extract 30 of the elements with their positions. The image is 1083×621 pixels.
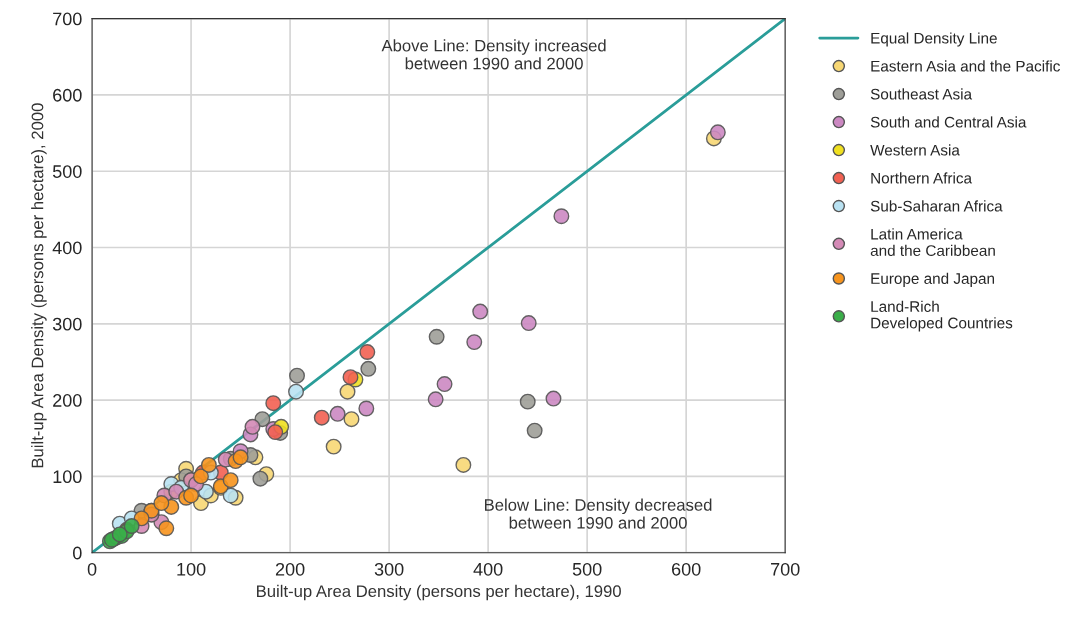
legend-label: Sub-Saharan Africa — [870, 200, 1003, 212]
legend-label: Latin America and the Caribbean — [870, 228, 995, 256]
legend-label: Eastern Asia and the Pacific — [871, 60, 1060, 72]
y-tick-label: 400 — [52, 241, 82, 255]
x-tick-label: 600 — [672, 562, 701, 576]
annotation: Below Line: Density decreased between 1990 and 2000 — [484, 498, 712, 529]
annotation: Above Line: Density increased between 1990 and 2000 — [381, 39, 606, 70]
legend-label: Europe and Japan — [871, 272, 995, 288]
legend-label: Southeast Asia — [870, 88, 973, 100]
y-tick-label: 100 — [53, 470, 82, 484]
x-tick-label: 300 — [374, 562, 404, 576]
legend-label: South and Central Asia — [870, 116, 1027, 128]
x-tick-label: 700 — [771, 562, 800, 576]
y-tick-label: 0 — [73, 546, 82, 560]
y-tick-label: 200 — [53, 394, 82, 407]
x-tick-label: 100 — [177, 562, 206, 576]
legend-label: Equal Density Line — [871, 32, 997, 47]
y-tick-label: 300 — [52, 317, 82, 331]
y-tick-label: 600 — [53, 88, 82, 102]
legend-label: Western Asia — [870, 144, 960, 156]
x-tick-label: 0 — [87, 562, 97, 576]
x-tick-label: 500 — [572, 562, 602, 576]
y-tick-label: 700 — [53, 12, 82, 26]
legend-label: Northern Africa — [871, 172, 973, 184]
x-tick-label: 400 — [473, 562, 503, 576]
x-axis-title: Built-up Area Density (persons per hectare), 1990 — [257, 584, 621, 601]
legend-label: Land-Rich Developed Countries — [871, 300, 1013, 332]
x-tick-label: 200 — [275, 562, 305, 576]
y-tick-label: 500 — [52, 165, 82, 178]
y-axis-title: Built-up Area Density (persons per hectare), 2000 — [31, 103, 47, 468]
